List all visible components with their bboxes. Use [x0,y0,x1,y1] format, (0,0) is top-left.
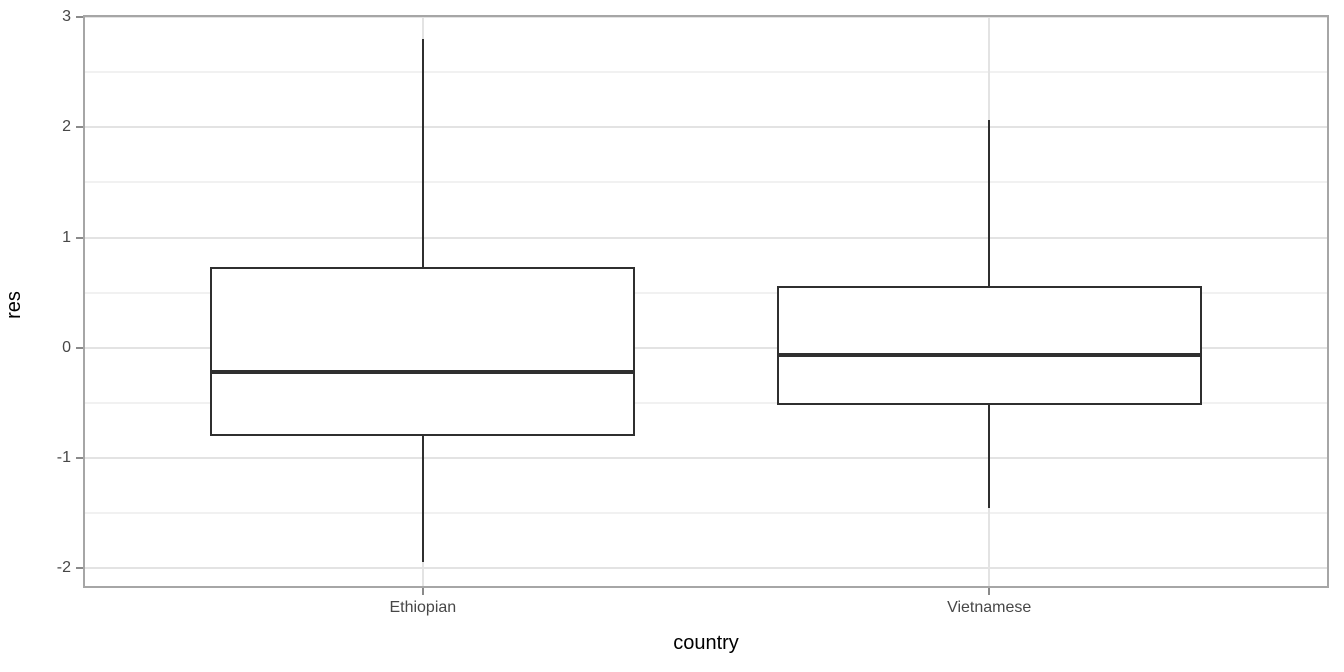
y-axis-tick-mark [76,16,83,19]
gridline-minor [83,401,1329,404]
lower-whisker [988,405,991,508]
x-axis-tick-mark [421,588,424,595]
gridline-major [83,456,1329,459]
upper-whisker [421,39,424,268]
y-axis-title: res [3,291,25,319]
gridline-minor [83,71,1329,74]
iqr-box [210,267,636,436]
iqr-box [776,286,1202,406]
gridline-major [83,236,1329,239]
median-line [210,370,636,375]
gridline-minor [83,512,1329,515]
x-axis-tick-label: Vietnamese [947,599,1032,616]
y-axis-tick-mark [76,456,83,459]
y-axis-tick-label: -2 [56,559,71,577]
x-axis-title: country [673,632,739,654]
gridline-major [83,567,1329,570]
upper-whisker [988,119,991,287]
y-axis-tick-mark [76,126,83,129]
y-axis-tick-mark [76,567,83,570]
median-line [776,353,1202,358]
gridline-major [83,126,1329,129]
gridline-major [83,346,1329,349]
y-axis-tick-label: 1 [62,228,71,246]
y-axis-tick-label: 3 [62,8,71,26]
gridline-minor [83,291,1329,294]
x-axis-tick-mark [988,588,991,595]
y-axis-tick-mark [76,236,83,239]
y-axis-tick-label: 2 [62,118,71,136]
gridline-minor [83,181,1329,184]
y-axis-tick-label: 0 [62,338,71,356]
gridline-major [83,16,1329,19]
y-axis-tick-label: -1 [56,448,71,466]
lower-whisker [421,435,424,562]
y-axis-tick-mark [76,346,83,349]
x-axis-tick-label: Ethiopian [389,599,457,616]
plot-panel [83,15,1329,588]
